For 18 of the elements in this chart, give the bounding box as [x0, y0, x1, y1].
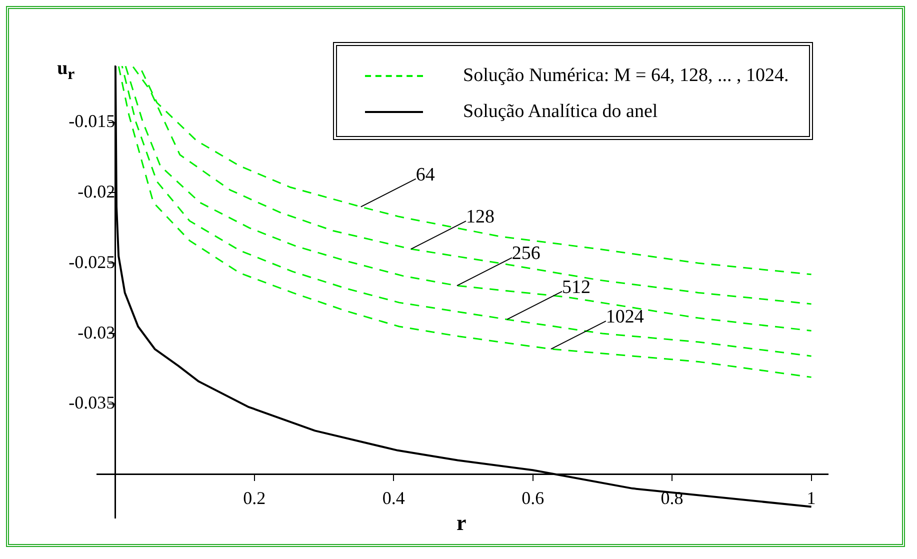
x-tick-label: 0.2 [243, 488, 266, 508]
annotation: Solução Numérica: M = 64, 128, ... , 1024. [463, 65, 789, 87]
annotation: 64 [416, 164, 436, 186]
annotation: 1024 [606, 306, 644, 328]
x-tick-label: 1 [806, 488, 816, 508]
x-tick-label: 0.4 [382, 488, 405, 508]
y-tick-label: -0.025 [68, 252, 116, 272]
x-axis-title: r [456, 510, 466, 536]
y-axis-title: u$_{r}$ [57, 58, 75, 84]
y-tick-label: -0.03 [78, 322, 116, 342]
legend-label: Solução Analítica do anel [463, 101, 658, 123]
annotation: 128 [466, 206, 494, 228]
x-tick-label: 0.6 [522, 488, 544, 508]
y-tick-label: -0.02 [78, 181, 116, 202]
annotation: 256 [512, 243, 540, 264]
y-tick-label: -0.035 [68, 392, 116, 413]
annotation: 512 [562, 276, 591, 298]
y-tick-label: -0.015 [68, 111, 116, 132]
